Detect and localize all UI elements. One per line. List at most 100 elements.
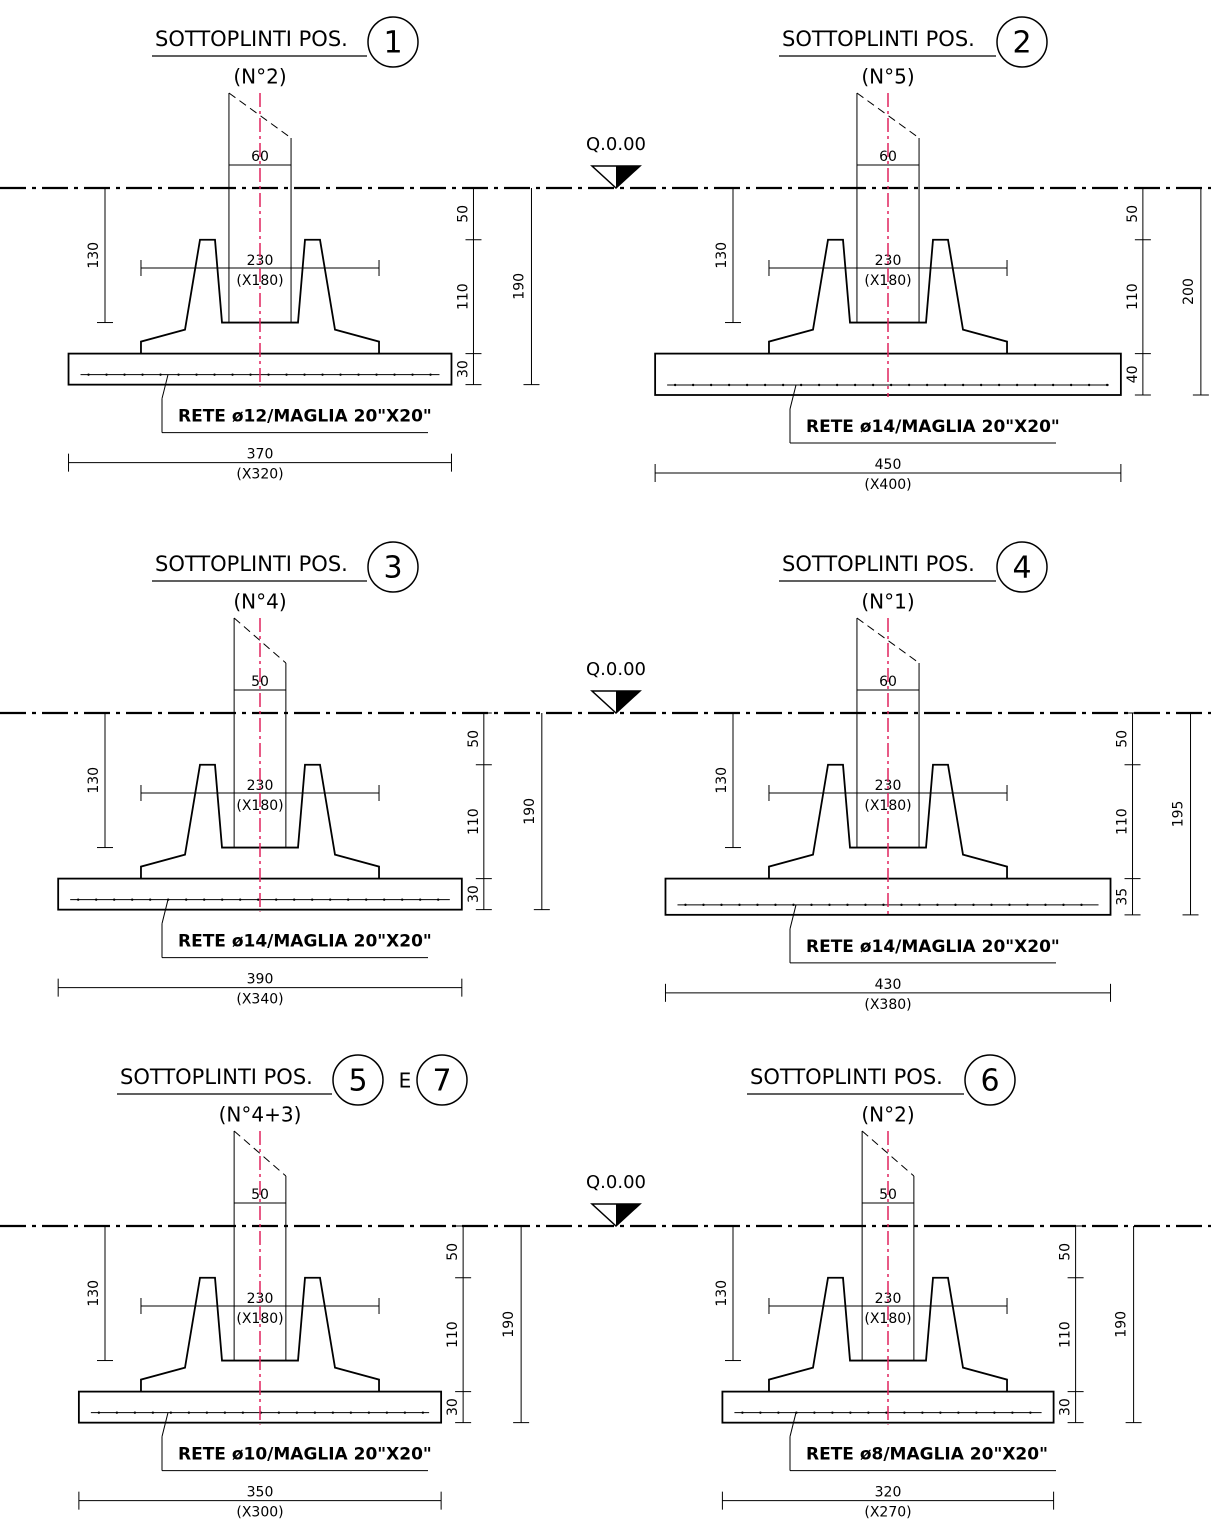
- rebar-label: RETE ø12/MAGLIA 20"X20": [178, 407, 432, 427]
- dimension-label: 130: [714, 242, 730, 269]
- rebar-dot: [375, 373, 378, 376]
- rebar-dot: [112, 898, 116, 901]
- rebar-dot: [313, 1411, 317, 1414]
- rebar-dot: [223, 1411, 227, 1414]
- rebar-dot: [954, 903, 957, 907]
- rebar-dot: [169, 1411, 173, 1414]
- rebar-dot: [957, 1411, 960, 1414]
- position-joiner: E: [399, 1069, 412, 1093]
- rebar-dot: [123, 373, 126, 376]
- rebar-dot: [792, 903, 795, 907]
- base-width: 430: [875, 977, 902, 993]
- position-circle: [416, 1054, 468, 1106]
- rebar-dot: [810, 903, 813, 907]
- rebar-dot: [882, 903, 885, 907]
- rebar-dot: [1069, 383, 1073, 387]
- rebar-dot: [835, 383, 839, 387]
- rebar-dot: [936, 903, 939, 907]
- rebar-dot: [990, 903, 993, 907]
- rebar-dot: [357, 373, 360, 376]
- rebar-dot: [831, 1411, 834, 1414]
- dimension-label: 130: [86, 1280, 102, 1307]
- rebar-dot: [285, 373, 288, 376]
- rebar-dot: [727, 383, 731, 387]
- position-number: 7: [432, 1064, 451, 1099]
- panel-title: SOTTOPLINTI POS.: [120, 1065, 313, 1089]
- base-inner: (X400): [864, 477, 911, 493]
- base-width: 350: [247, 1485, 274, 1501]
- rebar-dot: [238, 898, 242, 901]
- rebar-dot: [738, 903, 741, 907]
- rebar-dot: [295, 1411, 299, 1414]
- rebar-dot: [864, 903, 867, 907]
- rebar-dot: [741, 1411, 744, 1414]
- rebar-dot: [1087, 383, 1091, 387]
- panel-title: SOTTOPLINTI POS.: [782, 552, 975, 576]
- dimension-label: 30: [455, 360, 471, 378]
- rebar-dot: [1051, 383, 1055, 387]
- position-number: 1: [383, 26, 402, 61]
- rebar-dot: [939, 1411, 942, 1414]
- dimension-label: 130: [86, 242, 102, 269]
- rebar-dot: [867, 1411, 870, 1414]
- leader: [161, 899, 169, 924]
- position-number: 4: [1012, 551, 1031, 586]
- rebar-dot: [1008, 903, 1011, 907]
- rebar-dot: [331, 1411, 335, 1414]
- dimension-label: 190: [1114, 1311, 1130, 1338]
- rebar-dot: [828, 903, 831, 907]
- position-circle: [367, 541, 419, 593]
- rebar-dot: [759, 1411, 762, 1414]
- dimension-label: 50: [1125, 205, 1141, 223]
- rebar-dot: [907, 383, 911, 387]
- rebar-label: RETE ø14/MAGLIA 20"X20": [806, 937, 1060, 957]
- rebar-dot: [249, 373, 252, 376]
- position-number: 6: [980, 1064, 999, 1099]
- dimension-label: 50: [466, 730, 482, 748]
- rebar-dot: [918, 903, 921, 907]
- dimension-label: 40: [1125, 365, 1141, 383]
- position-circle: [996, 541, 1048, 593]
- leader: [161, 1412, 169, 1437]
- level-mark-fill: [616, 166, 640, 188]
- rebar-dot: [321, 373, 324, 376]
- rebar-dot: [745, 383, 749, 387]
- position-circle: [332, 1054, 384, 1106]
- rebar-dot: [159, 373, 162, 376]
- rebar-label: RETE ø14/MAGLIA 20"X20": [806, 417, 1060, 437]
- level-mark-fill: [616, 691, 640, 713]
- rebar-dot: [763, 383, 767, 387]
- rebar-dot: [979, 383, 983, 387]
- rebar-dot: [184, 898, 188, 901]
- base-width: 320: [875, 1485, 902, 1501]
- rebar-dot: [972, 903, 975, 907]
- rebar-dot: [115, 1411, 119, 1414]
- element-count: (N°1): [861, 590, 914, 614]
- dimension-label: 35: [1115, 888, 1131, 906]
- rebar-dot: [849, 1411, 852, 1414]
- dimension-label: 130: [714, 767, 730, 794]
- position-number: 3: [383, 551, 402, 586]
- position-circle: [964, 1054, 1016, 1106]
- element-count: (N°4+3): [219, 1103, 302, 1127]
- rebar-dot: [151, 1411, 155, 1414]
- rebar-dot: [364, 898, 368, 901]
- leader: [789, 384, 797, 410]
- dimension-label: 50: [455, 205, 471, 223]
- rebar-dot: [691, 383, 695, 387]
- rebar-dot: [702, 903, 705, 907]
- base-inner: (X300): [236, 1505, 283, 1521]
- dimension-label: 50: [1115, 730, 1131, 748]
- leader: [161, 374, 169, 399]
- rebar-dot: [903, 1411, 906, 1414]
- dimension-label: 110: [455, 283, 471, 310]
- dimension-label: 190: [522, 798, 538, 825]
- rebar-dot: [303, 373, 306, 376]
- column-break: [233, 1130, 287, 1177]
- rebar-dot: [921, 1411, 924, 1414]
- level-label: Q.0.00: [586, 1172, 646, 1193]
- rebar-dot: [846, 903, 849, 907]
- column-break: [861, 1130, 915, 1177]
- level-mark-fill: [616, 1204, 640, 1226]
